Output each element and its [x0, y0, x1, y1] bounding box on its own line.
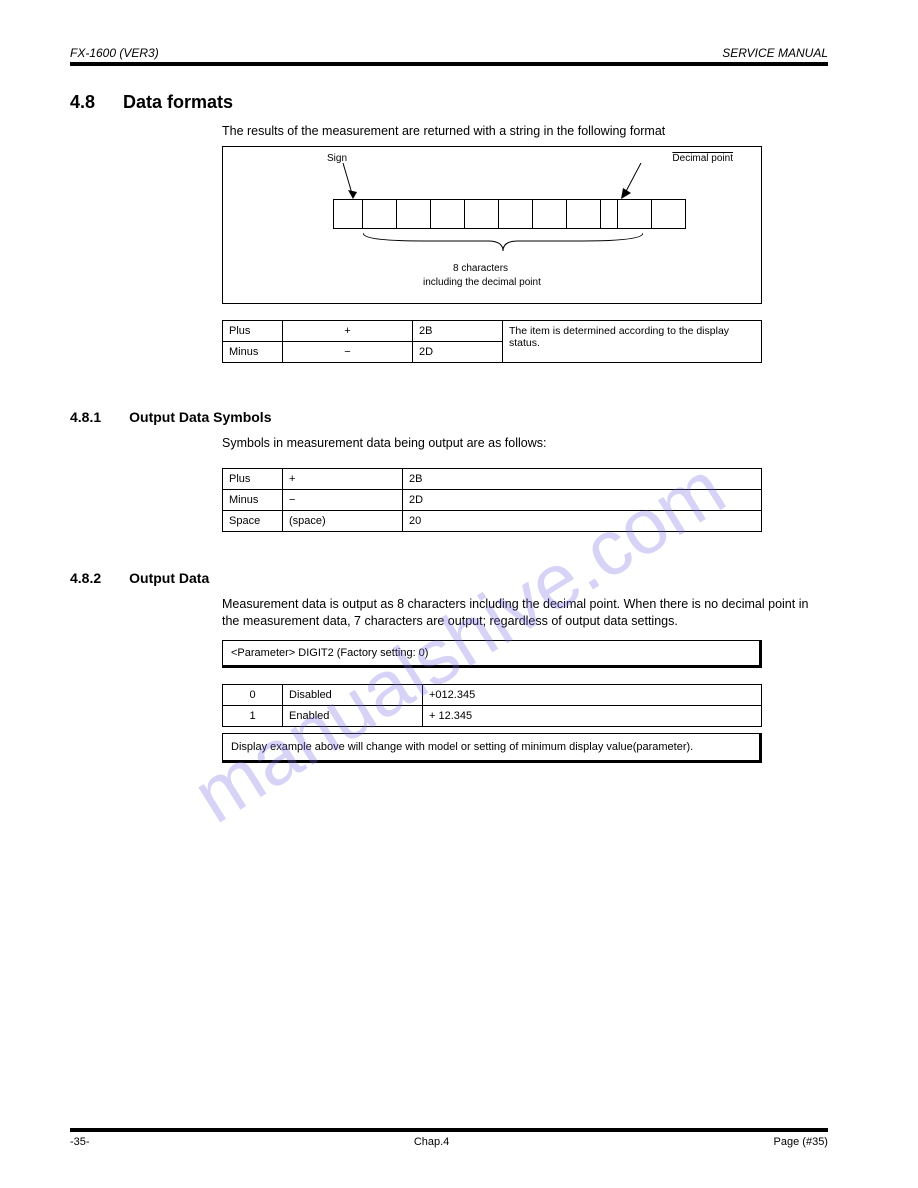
cell-3 [430, 199, 465, 229]
cell-7 [566, 199, 601, 229]
data-format-figure: Sign Decimal point 8 characters [222, 146, 762, 304]
table-row: 1 Enabled + 12.345 [223, 705, 762, 726]
cell-6 [532, 199, 567, 229]
table-row: Plus + 2B The item is determined accordi… [223, 320, 762, 341]
arrow-right-icon [611, 163, 651, 203]
footer: -35- Chap.4 Page (#35) [70, 1128, 828, 1148]
table-row: Minus − 2D [223, 489, 762, 510]
cells-row [333, 199, 685, 229]
sec3-intro: Measurement data is output as 8 characte… [222, 596, 828, 630]
note-box: Display example above will change with m… [222, 733, 762, 764]
section-4-8: 4.8 Data formats [70, 92, 828, 113]
sec3-title: Output Data [129, 570, 209, 586]
parameter-box: <Parameter> DIGIT2 (Factory setting: 0) [222, 640, 762, 668]
cell-8 [617, 199, 652, 229]
sec3-num: 4.8.2 [70, 570, 101, 586]
cell-point [600, 199, 618, 229]
header-right: SERVICE MANUAL [722, 46, 828, 60]
table-row: Plus + 2B [223, 468, 762, 489]
symbol-table: Plus + 2B Minus − 2D Space (space) 20 [222, 468, 762, 532]
cell-4 [464, 199, 499, 229]
sec2-title: Output Data Symbols [129, 409, 271, 425]
footer-right: Page (#35) [774, 1136, 828, 1148]
sign-table: Plus + 2B The item is determined accordi… [222, 320, 762, 363]
sec1-intro: The results of the measurement are retur… [222, 123, 828, 140]
t1-c1: + [283, 320, 413, 341]
cell-2 [396, 199, 431, 229]
cell-1 [362, 199, 397, 229]
section-4-8-2: 4.8.2 Output Data [70, 570, 828, 586]
sec1-title: Data formats [123, 92, 233, 113]
arrow-left-icon [333, 163, 373, 203]
table-row: 0 Disabled +012.345 [223, 684, 762, 705]
sec1-num: 4.8 [70, 92, 95, 113]
top-rule [70, 62, 828, 66]
digit-table: 0 Disabled +012.345 1 Enabled + 12.345 [222, 684, 762, 727]
sec2-num: 4.8.1 [70, 409, 101, 425]
bottom-rule [70, 1128, 828, 1132]
header-left: FX-1600 (VER3) [70, 46, 159, 60]
brace-icon [363, 229, 643, 259]
t1-c2: 2B [413, 320, 503, 341]
decimal-point-label: Decimal point [672, 153, 733, 164]
table-row: Space (space) 20 [223, 510, 762, 531]
t1-c0: Plus [223, 320, 283, 341]
cell-5 [498, 199, 533, 229]
footer-left: -35- [70, 1136, 90, 1148]
group-label-1: 8 characters [453, 263, 508, 274]
section-4-8-1: 4.8.1 Output Data Symbols [70, 409, 828, 425]
footer-center: Chap.4 [414, 1136, 449, 1148]
cell-9 [651, 199, 686, 229]
sec2-intro: Symbols in measurement data being output… [222, 435, 828, 452]
group-label-2: including the decimal point [423, 277, 541, 288]
t1-note: The item is determined according to the … [503, 320, 762, 362]
cell-sign [333, 199, 363, 229]
